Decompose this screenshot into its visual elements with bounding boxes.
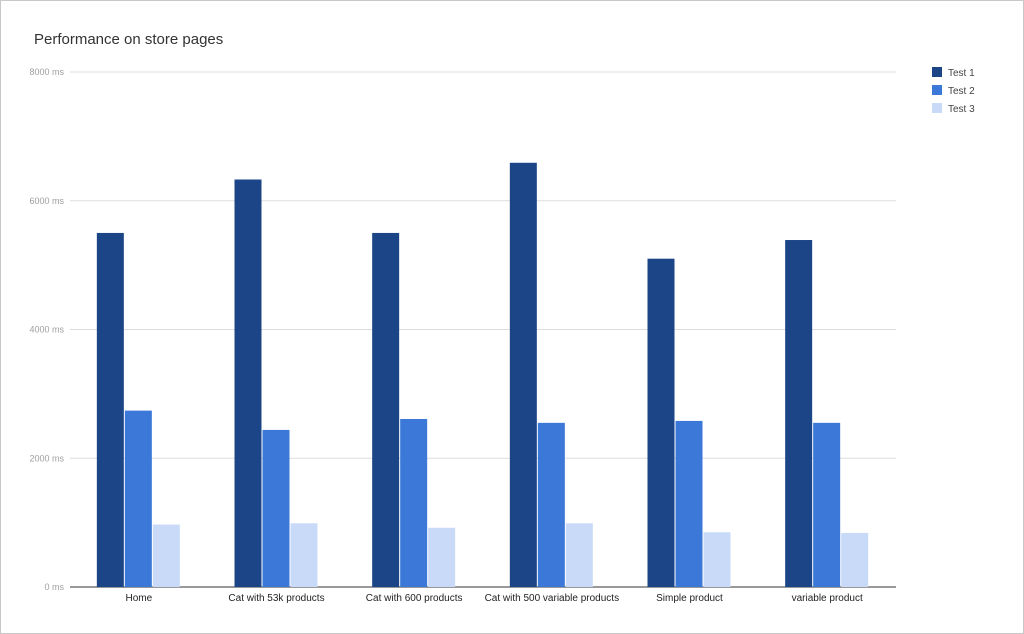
legend-label: Test 3 (948, 104, 975, 115)
y-tick-label: 4000 ms (29, 325, 64, 335)
y-tick-label: 6000 ms (29, 196, 64, 206)
bar (703, 532, 731, 587)
bar (509, 162, 537, 588)
x-tick-label: Simple product (656, 593, 723, 604)
legend-swatch (932, 67, 942, 77)
y-tick-label: 2000 ms (29, 453, 64, 463)
x-tick-label: Cat with 53k products (228, 593, 324, 604)
x-tick-label: variable product (792, 593, 863, 604)
bar (565, 523, 593, 587)
bar (234, 179, 262, 587)
legend-swatch (932, 103, 942, 113)
x-tick-label: Cat with 500 variable products (485, 593, 620, 604)
bar (152, 524, 180, 587)
bar (785, 240, 813, 588)
chart-title: Performance on store pages (34, 31, 224, 48)
bar (372, 232, 400, 587)
bar (290, 523, 318, 587)
bar (400, 418, 428, 587)
bar (96, 232, 124, 587)
y-tick-label: 0 ms (44, 582, 64, 592)
bar (647, 258, 675, 587)
bar (813, 422, 841, 587)
x-tick-label: Cat with 600 products (366, 593, 463, 604)
y-tick-label: 8000 ms (29, 67, 64, 77)
legend-label: Test 2 (948, 86, 975, 97)
legend-label: Test 1 (948, 68, 975, 79)
x-tick-label: Home (125, 593, 152, 604)
legend-swatch (932, 85, 942, 95)
bar (675, 420, 703, 587)
bar (428, 527, 456, 587)
bar (124, 410, 152, 587)
bar (537, 422, 565, 587)
bar (262, 429, 290, 587)
bar (841, 532, 869, 587)
